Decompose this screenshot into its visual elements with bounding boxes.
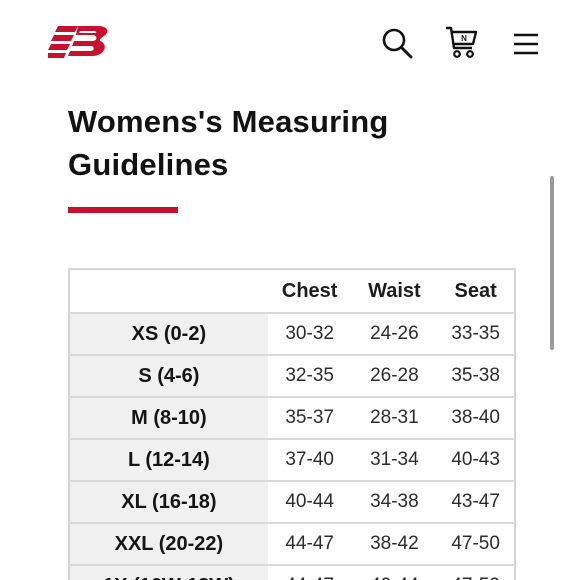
chest-value: 35-37 bbox=[267, 397, 352, 440]
waist-value: 28-31 bbox=[351, 397, 438, 440]
size-chart-table: Chest Waist Seat XS (0-2) 30-32 24-26 33… bbox=[68, 268, 516, 580]
table-row: XS (0-2) 30-32 24-26 33-35 bbox=[69, 313, 515, 356]
seat-value: 43-47 bbox=[437, 481, 515, 524]
seat-value: 38-40 bbox=[437, 397, 515, 440]
title-accent-bar bbox=[68, 207, 178, 213]
size-label: M (8-10) bbox=[69, 397, 268, 440]
table-header-row: Chest Waist Seat bbox=[69, 269, 515, 314]
cart-icon[interactable]: N bbox=[444, 24, 478, 60]
waist-value: 40-44 bbox=[351, 565, 438, 580]
seat-value: 47-50 bbox=[437, 565, 515, 580]
table-row: XXL (20-22) 44-47 38-42 47-50 bbox=[69, 523, 515, 566]
header-seat: Seat bbox=[437, 269, 515, 314]
seat-value: 35-38 bbox=[437, 355, 515, 398]
svg-text:N: N bbox=[461, 34, 467, 43]
size-label: XL (16-18) bbox=[69, 481, 268, 524]
chest-value: 37-40 bbox=[267, 439, 352, 482]
chest-value: 30-32 bbox=[267, 313, 352, 356]
scrollbar[interactable] bbox=[550, 176, 554, 350]
site-header: N bbox=[0, 0, 580, 90]
size-label: L (12-14) bbox=[69, 439, 268, 482]
waist-value: 34-38 bbox=[351, 481, 438, 524]
chest-value: 44-47 bbox=[267, 565, 352, 580]
chest-value: 32-35 bbox=[267, 355, 352, 398]
seat-value: 47-50 bbox=[437, 523, 515, 566]
seat-value: 40-43 bbox=[437, 439, 515, 482]
waist-value: 38-42 bbox=[351, 523, 438, 566]
table-row: XL (16-18) 40-44 34-38 43-47 bbox=[69, 481, 515, 524]
chest-value: 40-44 bbox=[267, 481, 352, 524]
table-row: L (12-14) 37-40 31-34 40-43 bbox=[69, 439, 515, 482]
size-label: 1X (16W-18W) bbox=[69, 565, 268, 580]
header-chest: Chest bbox=[267, 269, 352, 314]
table-row: M (8-10) 35-37 28-31 38-40 bbox=[69, 397, 515, 440]
table-row: S (4-6) 32-35 26-28 35-38 bbox=[69, 355, 515, 398]
waist-value: 26-28 bbox=[351, 355, 438, 398]
page-title: Womens's Measuring Guidelines bbox=[68, 104, 389, 182]
table-row: 1X (16W-18W) 44-47 40-44 47-50 bbox=[69, 565, 515, 580]
new-balance-logo[interactable] bbox=[48, 22, 112, 60]
chest-value: 44-47 bbox=[267, 523, 352, 566]
header-waist: Waist bbox=[351, 269, 438, 314]
search-icon[interactable] bbox=[380, 24, 414, 60]
size-label: S (4-6) bbox=[69, 355, 268, 398]
hamburger-menu-icon[interactable] bbox=[510, 24, 544, 60]
seat-value: 33-35 bbox=[437, 313, 515, 356]
size-label: XXL (20-22) bbox=[69, 523, 268, 566]
waist-value: 24-26 bbox=[351, 313, 438, 356]
size-label: XS (0-2) bbox=[69, 313, 268, 356]
header-empty-cell bbox=[69, 269, 268, 314]
waist-value: 31-34 bbox=[351, 439, 438, 482]
